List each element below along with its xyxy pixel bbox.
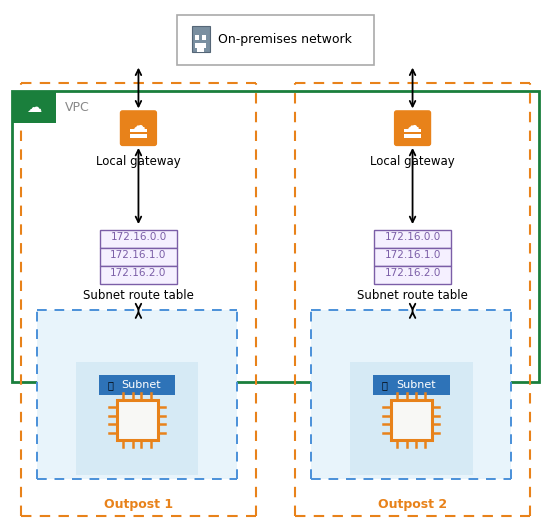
- Text: 🔒: 🔒: [108, 380, 114, 390]
- Text: 172.16.2.0: 172.16.2.0: [385, 268, 441, 278]
- Text: VPC: VPC: [64, 100, 89, 114]
- FancyBboxPatch shape: [375, 230, 451, 248]
- Bar: [12, 91, 56, 123]
- Bar: [177, 14, 374, 65]
- Text: Local gateway: Local gateway: [96, 155, 181, 168]
- Text: Outpost 2: Outpost 2: [378, 498, 447, 511]
- Text: Outpost 1: Outpost 1: [104, 498, 173, 511]
- Bar: [130, 134, 147, 138]
- FancyBboxPatch shape: [350, 362, 473, 475]
- FancyBboxPatch shape: [100, 248, 176, 266]
- Bar: [391, 400, 432, 440]
- Text: ☁: ☁: [406, 118, 419, 133]
- FancyBboxPatch shape: [100, 230, 176, 248]
- Bar: [12, 91, 539, 382]
- Text: 172.16.1.0: 172.16.1.0: [110, 250, 166, 260]
- Text: ☁: ☁: [26, 99, 42, 115]
- Text: 172.16.1.0: 172.16.1.0: [385, 250, 441, 260]
- Text: 172.16.0.0: 172.16.0.0: [385, 232, 441, 242]
- FancyBboxPatch shape: [375, 266, 451, 284]
- Bar: [192, 26, 210, 52]
- FancyBboxPatch shape: [375, 248, 451, 266]
- Text: 172.16.0.0: 172.16.0.0: [110, 232, 166, 242]
- Text: 🔒: 🔒: [382, 380, 388, 390]
- FancyBboxPatch shape: [120, 110, 157, 146]
- Bar: [195, 43, 199, 48]
- Bar: [37, 311, 237, 479]
- Bar: [311, 311, 511, 479]
- FancyBboxPatch shape: [75, 362, 198, 475]
- Text: Availability Zone: Availability Zone: [365, 461, 458, 471]
- Bar: [373, 375, 450, 395]
- Bar: [99, 375, 175, 395]
- Bar: [195, 35, 199, 40]
- Text: Local gateway: Local gateway: [370, 155, 455, 168]
- Text: Availability Zone: Availability Zone: [90, 461, 183, 471]
- Bar: [404, 134, 421, 138]
- Bar: [202, 43, 207, 48]
- Text: ☁: ☁: [132, 118, 145, 133]
- Bar: [404, 129, 421, 132]
- Bar: [202, 35, 207, 40]
- Text: 172.16.2.0: 172.16.2.0: [110, 268, 166, 278]
- Text: On-premises network: On-premises network: [218, 33, 352, 46]
- Bar: [116, 400, 158, 440]
- Text: Subnet route table: Subnet route table: [83, 289, 194, 302]
- Bar: [130, 129, 147, 132]
- Text: Subnet: Subnet: [122, 380, 161, 390]
- Text: Subnet: Subnet: [396, 380, 435, 390]
- FancyBboxPatch shape: [100, 266, 176, 284]
- Bar: [197, 43, 204, 52]
- FancyBboxPatch shape: [394, 110, 431, 146]
- Text: Subnet route table: Subnet route table: [357, 289, 468, 302]
